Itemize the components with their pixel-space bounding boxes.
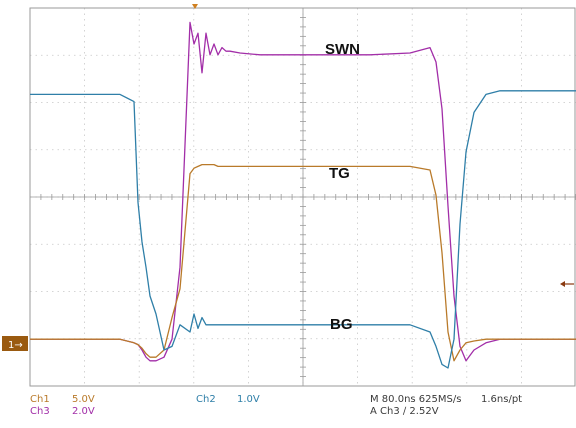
trace-bg [30, 90, 576, 369]
trigger-level-arrow-icon [560, 281, 574, 287]
timebase-readout: M 80.0ns 625MS/s [370, 394, 462, 405]
label-tg: TG [329, 165, 350, 182]
ground-marker: 1→ [2, 336, 28, 351]
traces [30, 21, 576, 369]
graticule-border [29, 7, 576, 387]
ch3-label: Ch3 [30, 406, 50, 417]
trigger-readout: A Ch3 ∕ 2.52V [370, 406, 439, 417]
ch3-scale: 2.0V [72, 406, 95, 417]
trace-tg [30, 163, 576, 362]
trace-swn [30, 21, 576, 362]
ch1-scale: 5.0V [72, 394, 95, 405]
ch2-scale: 1.0V [237, 394, 260, 405]
ground-marker-label: 1→ [8, 340, 23, 351]
label-bg: BG [330, 316, 353, 333]
ch2-label: Ch2 [196, 394, 216, 405]
label-swn: SWN [325, 41, 360, 58]
graticule-grid [29, 7, 576, 387]
resolution-readout: 1.6ns/pt [481, 394, 523, 405]
trigger-position-icon [192, 4, 198, 9]
ch1-label: Ch1 [30, 394, 50, 405]
